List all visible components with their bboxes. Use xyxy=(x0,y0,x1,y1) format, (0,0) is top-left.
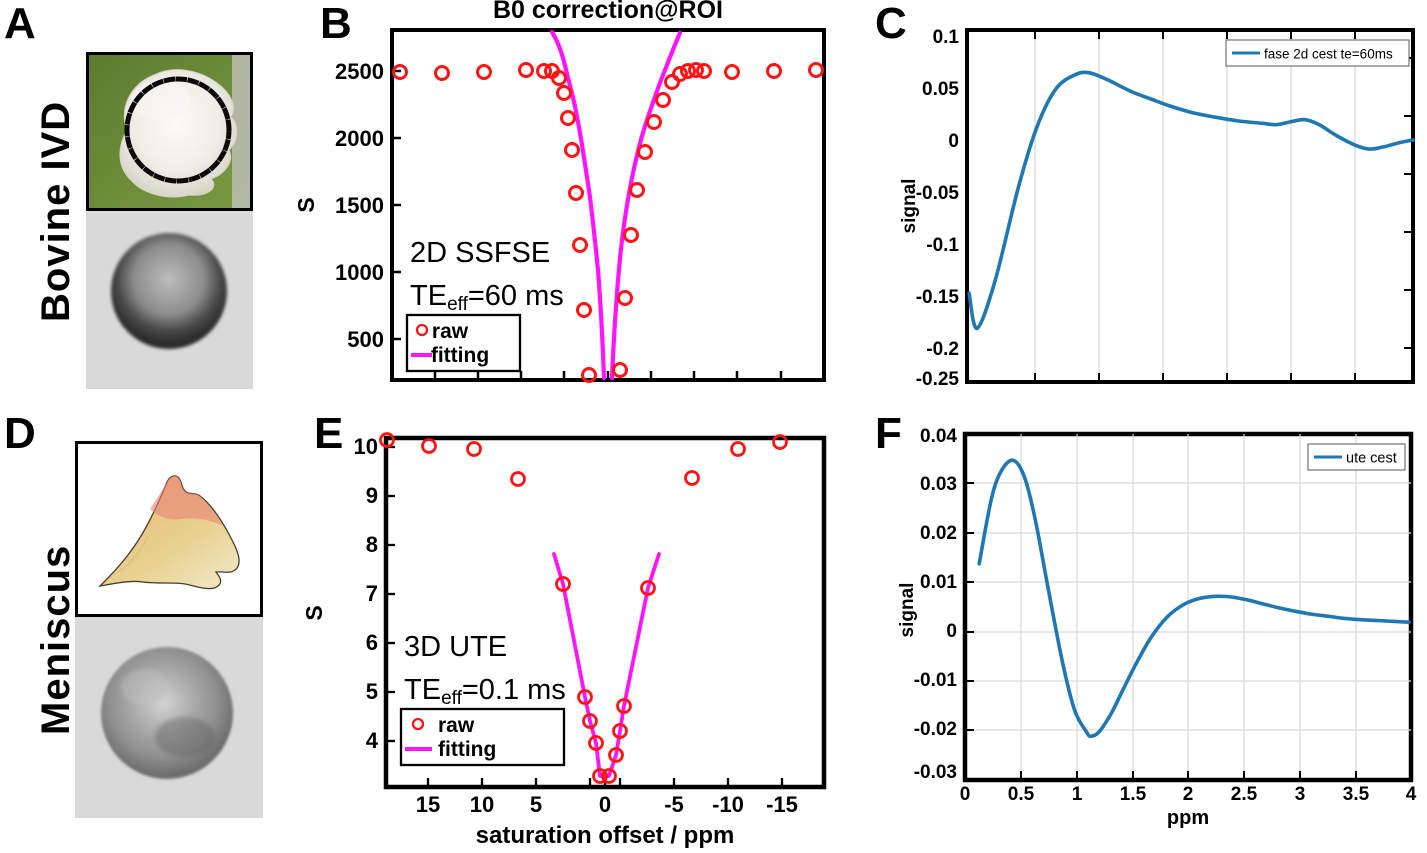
svg-text:1: 1 xyxy=(1072,784,1083,805)
svg-text:fase 2d cest te=60ms: fase 2d cest te=60ms xyxy=(1264,47,1393,62)
svg-text:5: 5 xyxy=(530,792,542,817)
svg-text:signal: signal xyxy=(897,583,918,638)
svg-text:-0.1: -0.1 xyxy=(926,235,959,256)
svg-text:raw: raw xyxy=(438,714,475,737)
svg-text:2500: 2500 xyxy=(335,59,384,84)
svg-text:2D SSFSE: 2D SSFSE xyxy=(410,237,550,269)
svg-text:-0.03: -0.03 xyxy=(914,762,957,783)
svg-text:0: 0 xyxy=(960,784,971,805)
svg-text:3: 3 xyxy=(1295,784,1306,805)
svg-text:0.04: 0.04 xyxy=(920,426,957,447)
svg-text:0.01: 0.01 xyxy=(920,572,957,593)
svg-text:-10: -10 xyxy=(712,792,744,817)
svg-text:0: 0 xyxy=(599,792,611,817)
svg-text:-5: -5 xyxy=(664,792,684,817)
svg-text:0.02: 0.02 xyxy=(920,523,957,544)
svg-text:5: 5 xyxy=(366,679,378,704)
svg-text:4: 4 xyxy=(1406,784,1417,805)
svg-text:B0 correction@ROI: B0 correction@ROI xyxy=(493,0,723,24)
svg-text:4: 4 xyxy=(366,728,379,753)
svg-text:8: 8 xyxy=(366,532,378,557)
svg-text:-15: -15 xyxy=(766,792,798,817)
svg-text:fitting: fitting xyxy=(431,344,489,367)
svg-text:S: S xyxy=(301,605,327,620)
svg-text:500: 500 xyxy=(347,327,384,352)
svg-text:fitting: fitting xyxy=(438,738,496,761)
svg-text:9: 9 xyxy=(366,483,378,508)
svg-text:0.03: 0.03 xyxy=(920,474,957,495)
svg-text:S: S xyxy=(293,197,319,212)
svg-text:0: 0 xyxy=(946,621,957,642)
svg-text:ute cest: ute cest xyxy=(1346,451,1397,467)
svg-text:6: 6 xyxy=(366,630,378,655)
svg-text:0.05: 0.05 xyxy=(922,79,959,100)
svg-text:3D UTE: 3D UTE xyxy=(404,631,507,663)
svg-text:raw: raw xyxy=(432,320,469,343)
svg-text:-0.01: -0.01 xyxy=(914,670,958,691)
svg-text:-0.2: -0.2 xyxy=(926,339,959,360)
svg-text:TEeff=60 ms: TEeff=60 ms xyxy=(410,280,564,315)
svg-text:signal: signal xyxy=(899,179,920,234)
svg-text:10: 10 xyxy=(470,792,494,817)
svg-text:-0.02: -0.02 xyxy=(914,719,957,740)
svg-text:10: 10 xyxy=(354,434,378,459)
svg-text:-0.05: -0.05 xyxy=(916,183,960,204)
svg-text:0.5: 0.5 xyxy=(1008,784,1035,805)
svg-text:saturation offset / ppm: saturation offset / ppm xyxy=(476,822,735,849)
svg-text:-0.25: -0.25 xyxy=(916,369,960,390)
svg-text:1500: 1500 xyxy=(335,193,384,218)
svg-text:ppm: ppm xyxy=(1167,807,1209,829)
svg-text:-0.15: -0.15 xyxy=(916,287,960,308)
svg-text:2: 2 xyxy=(1183,784,1194,805)
svg-text:TEeff=0.1 ms: TEeff=0.1 ms xyxy=(404,674,566,709)
svg-text:1000: 1000 xyxy=(335,260,384,285)
svg-text:0.1: 0.1 xyxy=(933,27,960,48)
svg-text:2000: 2000 xyxy=(335,126,384,151)
svg-text:7: 7 xyxy=(366,581,378,606)
svg-text:1.5: 1.5 xyxy=(1120,784,1147,805)
svg-text:15: 15 xyxy=(416,792,440,817)
svg-text:3.5: 3.5 xyxy=(1343,784,1370,805)
svg-text:2.5: 2.5 xyxy=(1231,784,1258,805)
svg-text:0: 0 xyxy=(948,131,959,152)
